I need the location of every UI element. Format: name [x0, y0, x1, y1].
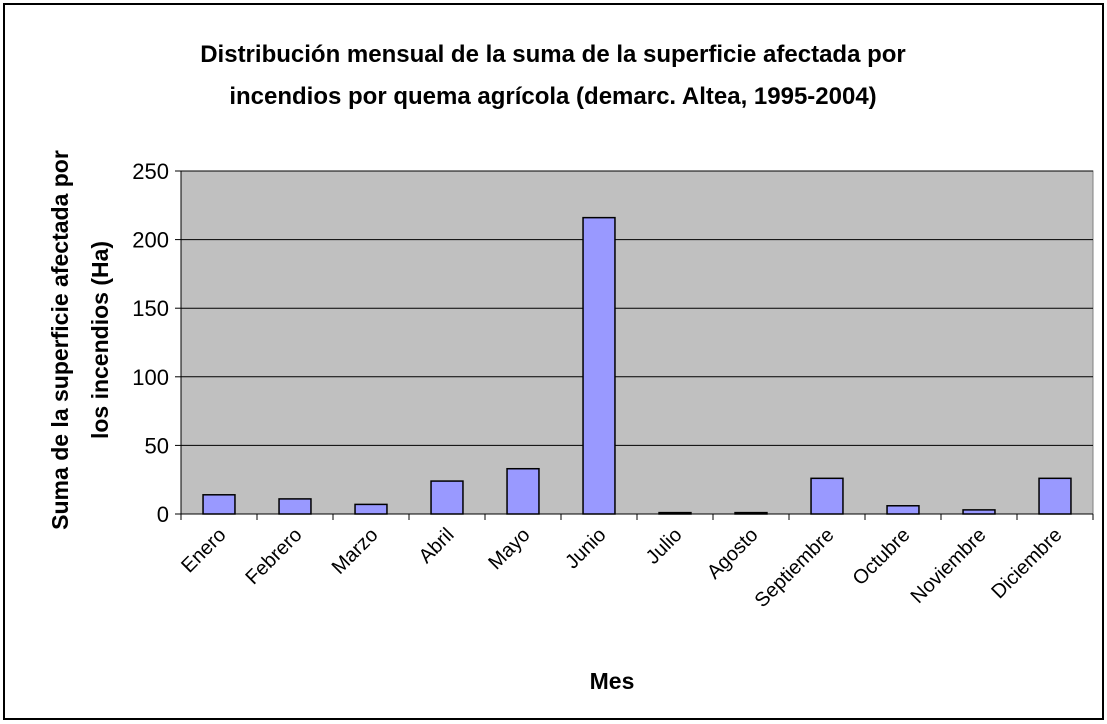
bar: [1038, 477, 1072, 515]
y-tick-label: 250: [132, 159, 169, 184]
bar: [354, 503, 388, 515]
bar: [506, 467, 540, 515]
y-tick-label: 150: [132, 296, 169, 321]
bar: [886, 505, 920, 515]
y-tick-label: 0: [157, 502, 169, 527]
bar: [202, 494, 236, 515]
bar: [810, 477, 844, 515]
bar: [658, 511, 692, 515]
plot-area: [180, 170, 1094, 515]
chart-title: Distribución mensual de la suma de la su…: [200, 41, 906, 110]
bar: [582, 216, 616, 515]
y-tick-label: 50: [145, 433, 169, 458]
y-tick-label: 100: [132, 365, 169, 390]
y-axis-title: Suma de la superficie afectada por los i…: [47, 150, 113, 530]
bar: [734, 511, 768, 515]
x-axis-title: Mes: [589, 668, 635, 694]
bar: [430, 480, 464, 515]
bar: [962, 509, 996, 515]
y-tick-label: 200: [132, 228, 169, 253]
bar: [278, 498, 312, 515]
